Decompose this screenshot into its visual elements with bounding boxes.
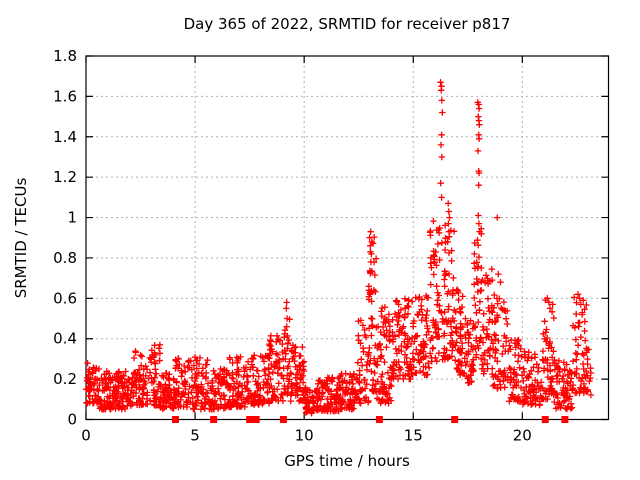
chart-title: Day 365 of 2022, SRMTID for receiver p81… <box>184 15 511 33</box>
axes-layer: 0 5 10 15 20 0 0.2 0.4 0.6 0.8 1 1.2 1.4 1.6 1.8 <box>53 47 610 445</box>
plot-border <box>85 55 610 421</box>
x-tick-label: 0 <box>81 427 91 445</box>
data-points-layer <box>82 79 595 423</box>
y-tick-label: 0 <box>67 411 77 429</box>
zero-value-square-marker <box>171 416 179 423</box>
y-tick-label: 0.2 <box>53 370 77 388</box>
y-tick-label: 1.2 <box>53 168 77 186</box>
zero-value-square-marker <box>210 416 218 423</box>
zero-value-square-marker <box>246 416 254 423</box>
zero-value-square-marker <box>252 416 260 423</box>
x-axis-label: GPS time / hours <box>284 452 410 470</box>
y-tick-label: 1.4 <box>53 128 77 146</box>
zero-value-square-marker <box>279 416 287 423</box>
zero-value-square-marker <box>451 416 459 423</box>
zero-value-square-marker <box>561 416 569 423</box>
zero-value-square-marker <box>541 416 549 423</box>
x-tick-label: 10 <box>295 427 314 445</box>
y-tick-label: 1.6 <box>53 87 77 105</box>
zero-value-square-marker <box>375 416 383 423</box>
scatter-points-plus-markers <box>82 79 595 417</box>
y-tick-label: 1.8 <box>53 47 77 65</box>
y-tick-label: 0.8 <box>53 249 77 267</box>
x-tick-label: 20 <box>513 427 532 445</box>
y-axis-label: SRMTID / TECUs <box>12 178 30 299</box>
y-tick-label: 0.6 <box>53 289 77 307</box>
y-tick-label: 0.4 <box>53 330 77 348</box>
grid-layer <box>86 56 609 420</box>
x-tick-label: 5 <box>190 427 200 445</box>
y-tick-label: 1 <box>67 209 77 227</box>
x-tick-label: 15 <box>404 427 423 445</box>
